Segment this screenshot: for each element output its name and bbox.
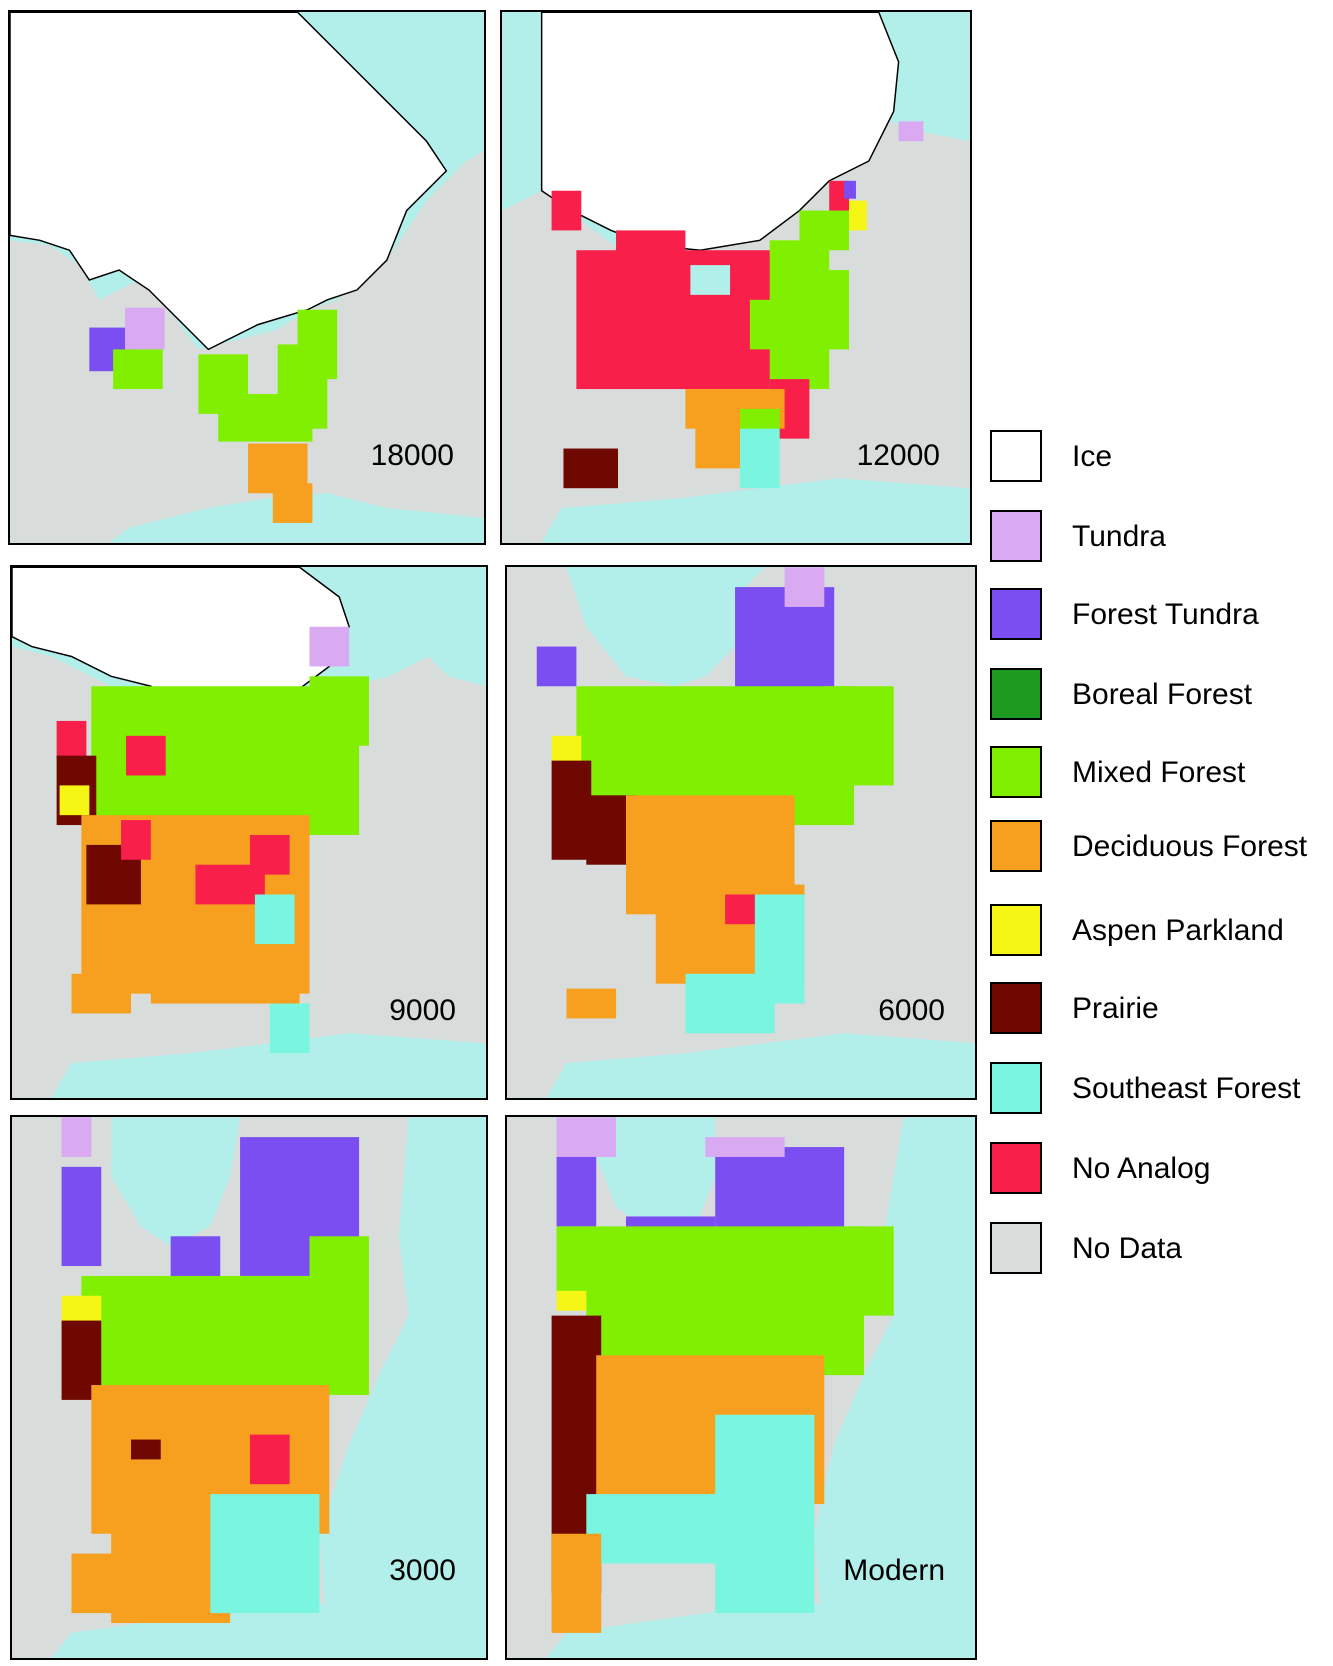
legend-label: Aspen Parkland <box>1072 914 1284 947</box>
legend-label: Deciduous Forest <box>1072 830 1308 863</box>
vegetation-cells <box>536 567 894 1034</box>
hudson-bay <box>596 1117 716 1237</box>
land-mass <box>10 151 484 543</box>
legend-item-aspen-parkland: Aspen Parkland <box>990 904 1330 960</box>
gulf-water <box>546 1603 975 1658</box>
map-panel-3000: 3000 <box>10 1115 488 1660</box>
vegetation-cells <box>551 121 924 489</box>
legend-item-mixed-forest: Mixed Forest <box>990 746 1330 802</box>
swatch-ice <box>990 430 1042 482</box>
map-panel-9000: 9000 <box>10 565 488 1100</box>
gulf-water <box>51 1033 486 1098</box>
panel-label: 6000 <box>878 994 945 1027</box>
map-6000 <box>507 567 975 1098</box>
legend-label: No Data <box>1072 1232 1183 1265</box>
map-panel-12000: 12000 <box>500 10 972 545</box>
vegetation-cells <box>61 1117 369 1624</box>
legend-item-boreal-forest: Boreal Forest <box>990 668 1330 724</box>
map-modern <box>507 1117 975 1658</box>
map-18000 <box>10 12 484 543</box>
legend-item-deciduous-forest: Deciduous Forest <box>990 820 1330 876</box>
swatch-prairie <box>990 982 1042 1034</box>
legend-label: Boreal Forest <box>1072 678 1253 711</box>
swatch-boreal-forest <box>990 668 1042 720</box>
map-panel-18000: 18000 <box>8 10 486 545</box>
legend-label: Forest Tundra <box>1072 598 1259 631</box>
legend-label: No Analog <box>1072 1152 1211 1185</box>
panel-label: 9000 <box>389 994 456 1027</box>
map-3000 <box>12 1117 486 1658</box>
vegetation-cells <box>551 1117 894 1633</box>
swatch-no-data <box>990 1222 1042 1274</box>
legend-label: Southeast Forest <box>1072 1072 1301 1105</box>
legend-label: Mixed Forest <box>1072 756 1246 789</box>
map-panel-6000: 6000 <box>505 565 977 1100</box>
legend-label: Ice <box>1072 440 1113 473</box>
legend-label: Prairie <box>1072 992 1159 1025</box>
east-water <box>319 1117 486 1658</box>
panel-label: 12000 <box>856 439 940 472</box>
swatch-southeast-forest <box>990 1062 1042 1114</box>
east-water <box>814 1117 975 1658</box>
panel-label: 18000 <box>370 439 454 472</box>
gulf-water <box>51 1603 486 1658</box>
legend-item-no-data: No Data <box>990 1222 1330 1278</box>
swatch-tundra <box>990 510 1042 562</box>
map-12000 <box>502 12 970 543</box>
ice-sheet <box>10 12 448 351</box>
gulf-water <box>546 1033 975 1098</box>
legend-item-ice: Ice <box>990 430 1330 486</box>
swatch-no-analog <box>990 1142 1042 1194</box>
legend-item-prairie: Prairie <box>990 982 1330 1038</box>
legend-item-forest-tundra: Forest Tundra <box>990 588 1330 644</box>
panel-label: Modern <box>843 1554 945 1587</box>
swatch-deciduous-forest <box>990 820 1042 872</box>
swatch-forest-tundra <box>990 588 1042 640</box>
vegetation-cells <box>56 626 369 1054</box>
swatch-aspen-parkland <box>990 904 1042 956</box>
hudson-bay <box>596 567 736 677</box>
legend-item-no-analog: No Analog <box>990 1142 1330 1198</box>
map-9000 <box>12 567 486 1098</box>
legend-label: Tundra <box>1072 520 1166 553</box>
panel-label: 3000 <box>389 1554 456 1587</box>
swatch-mixed-forest <box>990 746 1042 798</box>
vegetation-cells <box>89 307 338 523</box>
hudson-bay <box>111 1117 241 1247</box>
legend-item-tundra: Tundra <box>990 510 1330 566</box>
map-panel-modern: Modern <box>505 1115 977 1660</box>
legend-item-southeast-forest: Southeast Forest <box>990 1062 1330 1118</box>
gulf-water <box>541 478 970 543</box>
